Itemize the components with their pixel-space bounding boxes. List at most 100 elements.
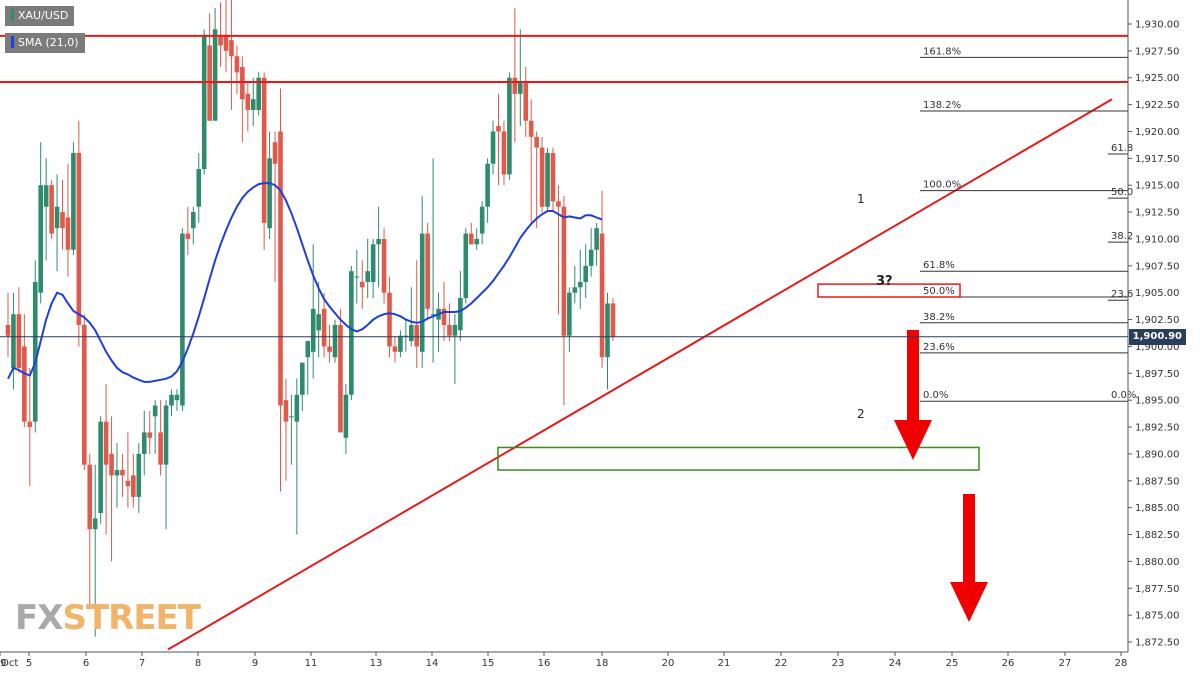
candle-body	[289, 416, 294, 418]
candle-body	[114, 470, 120, 476]
fib-extension-label: 0.0%	[923, 390, 948, 401]
candle-body	[43, 185, 49, 207]
y-tick-label: 1,887.50	[1135, 476, 1180, 487]
y-tick-label: 1,895.00	[1135, 396, 1180, 407]
y-tick-label: 1,917.50	[1135, 154, 1180, 165]
candle-body	[479, 206, 485, 234]
wave-label-3: 3?	[876, 274, 893, 289]
candle-body	[332, 324, 338, 358]
candle-body	[223, 34, 229, 51]
x-tick-label: Oct	[1, 658, 18, 669]
candle-body	[180, 233, 185, 406]
candle-body	[485, 163, 490, 207]
candle-body	[136, 453, 142, 497]
fib-extension-label: 138.2%	[923, 100, 961, 111]
candle-body	[463, 233, 469, 299]
fxstreet-logo: FXSTREET	[15, 598, 201, 638]
candle-body	[321, 308, 327, 347]
x-tick-label: 7	[139, 658, 145, 669]
sma-label: SMA (21,0)	[18, 36, 79, 49]
last-price-badge: 1,900.90	[1128, 328, 1186, 345]
candle-body	[22, 346, 27, 422]
y-tick-label: 1,905.00	[1135, 288, 1180, 299]
candle-body	[545, 152, 550, 207]
y-tick-label: 1,912.50	[1135, 208, 1180, 219]
wave-label-1: 1	[857, 192, 865, 206]
candle-body	[229, 40, 234, 57]
candle-body	[98, 421, 103, 514]
candle-body	[103, 421, 109, 465]
candle-body	[125, 480, 131, 487]
sma-color-swatch	[11, 36, 14, 48]
candle-body	[141, 432, 147, 454]
symbol-color-swatch	[11, 9, 14, 21]
candle-body	[474, 238, 479, 245]
candle-body	[5, 324, 11, 336]
candle-body	[425, 233, 430, 309]
candle-body	[359, 281, 365, 288]
sma-line	[7, 182, 603, 383]
down-arrow-2	[950, 494, 988, 622]
x-tick-label: 15	[482, 658, 495, 669]
x-tick-label: 16	[538, 658, 551, 669]
x-tick-label: 13	[370, 658, 383, 669]
symbol-label: XAU/USD	[18, 9, 69, 22]
fib-50-box	[817, 283, 961, 298]
candle-body	[207, 45, 212, 121]
fib-retracement-label: 38.2	[1111, 231, 1133, 242]
candle-body	[158, 432, 163, 465]
wave-label-2: 2	[857, 407, 865, 421]
candle-body	[599, 233, 605, 358]
x-tick-label: 22	[775, 658, 788, 669]
fib-extension-label: 61.8%	[923, 260, 955, 271]
candle-body	[370, 244, 376, 282]
candle-body	[131, 475, 136, 497]
fib-extension-label: 50.0%	[923, 286, 955, 297]
y-tick-label: 1,897.50	[1135, 369, 1180, 380]
arrow-head	[950, 582, 988, 622]
x-tick-label: 6	[83, 658, 89, 669]
candle-body	[534, 136, 539, 148]
candle-body	[16, 314, 22, 368]
candle-body	[60, 212, 65, 229]
sma-layer	[7, 182, 603, 383]
candle-body	[32, 281, 38, 422]
candle-body	[256, 77, 261, 110]
candle-body	[261, 77, 267, 223]
y-tick-label: 1,910.00	[1135, 234, 1180, 245]
candle-body	[234, 56, 240, 73]
y-tick-label: 1,930.00	[1135, 20, 1180, 31]
x-tick-label: 24	[889, 658, 902, 669]
symbol-legend[interactable]: XAU/USD	[5, 6, 75, 26]
candle-body	[38, 185, 43, 293]
candle-body	[567, 292, 572, 336]
y-tick-label: 1,900.00	[1135, 342, 1180, 353]
candle-body	[387, 292, 392, 347]
candle-body	[588, 249, 594, 266]
candle-body	[92, 518, 98, 530]
candle-body	[452, 324, 458, 336]
candle-body	[430, 314, 436, 316]
candle-body	[152, 405, 158, 417]
candle-body	[169, 394, 174, 406]
candle-body	[49, 185, 54, 234]
y-tick-label: 1,885.00	[1135, 503, 1180, 514]
x-tick-label: 18	[596, 658, 609, 669]
sma-legend[interactable]: SMA (21,0)	[5, 33, 85, 53]
fib-retracement-label: 0.0%	[1111, 390, 1136, 401]
x-tick-label: 23	[832, 658, 845, 669]
x-tick-label: 29	[0, 658, 6, 669]
candle-body	[147, 432, 152, 438]
candle-body	[191, 212, 196, 229]
candle-body	[11, 314, 16, 368]
y-tick-label: 1,902.50	[1135, 315, 1180, 326]
candle-body	[501, 131, 507, 175]
candle-body	[605, 303, 610, 358]
candle-body	[201, 34, 207, 170]
candle-body	[528, 120, 534, 137]
drawings-layer: 161.8% 138.2% 100.0% 61.8% 50.0% 38.2% 23.6% 0.…	[0, 34, 1136, 651]
y-tick-label: 1,892.50	[1135, 423, 1180, 434]
candle-body	[27, 421, 33, 428]
candle-body	[82, 324, 87, 465]
